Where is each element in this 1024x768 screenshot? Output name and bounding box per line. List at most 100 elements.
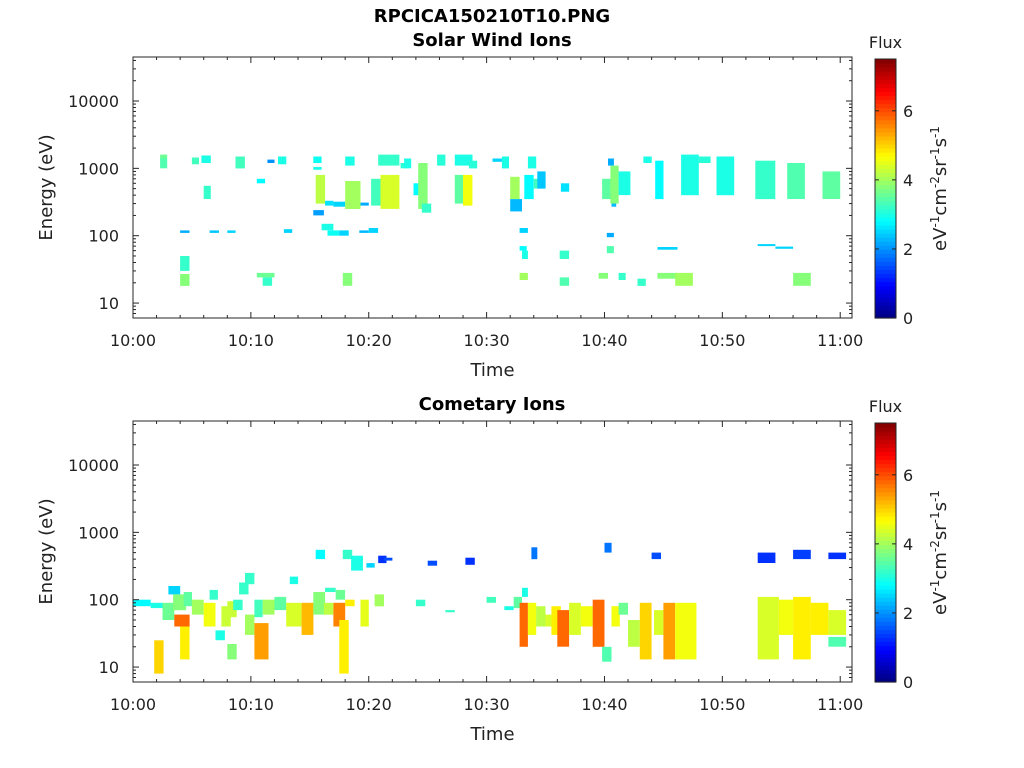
colorbar-segment: [875, 63, 896, 68]
unit-part: eV: [930, 227, 951, 251]
colorbar-segment: [875, 95, 896, 101]
heatmap-cell: [618, 171, 631, 196]
heatmap-cell: [524, 174, 534, 200]
colorbar-segment: [875, 196, 896, 202]
x-axis-label: Time: [469, 360, 514, 381]
x-tick-label: 10:30: [464, 695, 510, 714]
x-tick-label: 11:00: [817, 695, 863, 714]
colorbar-segment: [875, 277, 896, 283]
heatmap-cell: [351, 555, 363, 571]
heatmap-cell: [191, 157, 199, 165]
colorbar-tick-label: 2: [903, 604, 913, 623]
colorbar-segment: [875, 572, 896, 578]
colorbar-segment: [875, 560, 896, 566]
heatmap-cell: [757, 244, 776, 247]
heatmap-cell: [828, 636, 847, 647]
heatmap-cell: [227, 644, 237, 660]
heatmap-cell: [342, 549, 353, 560]
plot-frame: [132, 420, 853, 683]
x-tick-label: 10:50: [699, 695, 745, 714]
colorbar-segment: [875, 172, 896, 177]
heatmap-cell: [560, 183, 570, 192]
colorbar-tick-label: 4: [903, 535, 913, 554]
heatmap-cell: [313, 592, 326, 615]
heatmap-cell: [536, 606, 546, 627]
colorbar: 0 2 4 6 Flux: [869, 397, 913, 692]
colorbar-segment: [875, 524, 896, 529]
heatmap-cell: [486, 596, 496, 603]
heatmap-cell: [545, 614, 555, 627]
y-axis-label: Energy (eV): [36, 498, 57, 604]
heatmap-cell: [160, 158, 168, 169]
colorbar-segment: [875, 228, 896, 234]
heatmap-cell: [235, 156, 245, 169]
heatmap-cell: [651, 552, 661, 560]
heatmap-cell: [757, 552, 776, 563]
heatmap-cell: [655, 160, 664, 200]
colorbar-segment: [875, 540, 896, 546]
heatmap-cell: [598, 272, 608, 279]
colorbar-tick-label: 2: [903, 240, 913, 259]
heatmap-cell: [262, 277, 273, 286]
heatmap-cell: [378, 555, 387, 564]
heatmap-cell: [360, 599, 369, 627]
heatmap-cell: [221, 606, 231, 627]
plot-frame: [132, 56, 853, 319]
heatmap-cell: [610, 165, 619, 204]
colorbar-segment: [875, 281, 896, 287]
colorbar-segment: [875, 176, 896, 182]
colorbar-segment: [875, 463, 896, 469]
colorbar-tick-label: 6: [903, 466, 913, 485]
colorbar-segment: [875, 548, 896, 554]
colorbar-segment: [875, 544, 896, 550]
heatmap-cell: [454, 174, 464, 204]
heatmap-cell: [445, 610, 455, 613]
unit-part: sr: [930, 523, 951, 540]
colorbar-segment: [875, 79, 896, 84]
colorbar-segment: [875, 99, 896, 105]
unit-part: s: [930, 138, 951, 147]
heatmap-cell: [315, 174, 326, 204]
heatmap-cell: [133, 599, 151, 607]
colorbar-segment: [875, 119, 896, 125]
y-tick-label: 1000: [78, 159, 119, 178]
heatmap-cell: [404, 158, 412, 169]
colorbar-segment: [875, 148, 896, 153]
y-tick-label: 1000: [78, 523, 119, 542]
heatmap-cell: [778, 599, 793, 635]
colorbar-segment: [875, 265, 896, 271]
heatmap-cell: [427, 560, 438, 566]
heatmap-cell: [757, 596, 779, 660]
heatmap-cell: [313, 166, 322, 170]
colorbar-segment: [875, 677, 896, 683]
heatmap-cell: [675, 602, 697, 660]
unit-part: s: [930, 502, 951, 511]
colorbar-segment: [875, 601, 896, 606]
heatmap-cell: [510, 176, 520, 200]
colorbar-segment: [875, 75, 896, 80]
heatmap-cell: [180, 626, 190, 660]
colorbar-segment: [875, 520, 896, 525]
heatmap-cell: [675, 272, 693, 286]
colorbar-segment: [875, 605, 896, 610]
colorbar-segment: [875, 143, 896, 149]
colorbar-segment: [875, 487, 896, 493]
heatmap-cell: [321, 223, 334, 231]
heatmap-cell: [301, 602, 314, 635]
colorbar-segment: [875, 597, 896, 602]
heatmap-cell: [313, 210, 324, 216]
colorbar-segment: [875, 439, 896, 444]
y-tick-label: 10000: [68, 456, 119, 475]
heatmap-cell: [608, 158, 614, 166]
colorbar-tick-label: 6: [903, 102, 913, 121]
heatmap-cell: [325, 587, 336, 592]
colorbar-segment: [875, 257, 896, 262]
heatmap-cell: [245, 572, 255, 585]
heatmap-cell: [245, 614, 255, 635]
heatmap-cell: [492, 158, 502, 162]
heatmap-cell: [793, 596, 811, 660]
colorbar-segment: [875, 617, 896, 622]
heatmap-cell: [215, 630, 225, 641]
colorbar-segment: [875, 180, 896, 186]
panel-solar-wind: 10:00 10:10 10:20 10:30 10:40 10:50 11:00 10 100…: [36, 33, 951, 381]
